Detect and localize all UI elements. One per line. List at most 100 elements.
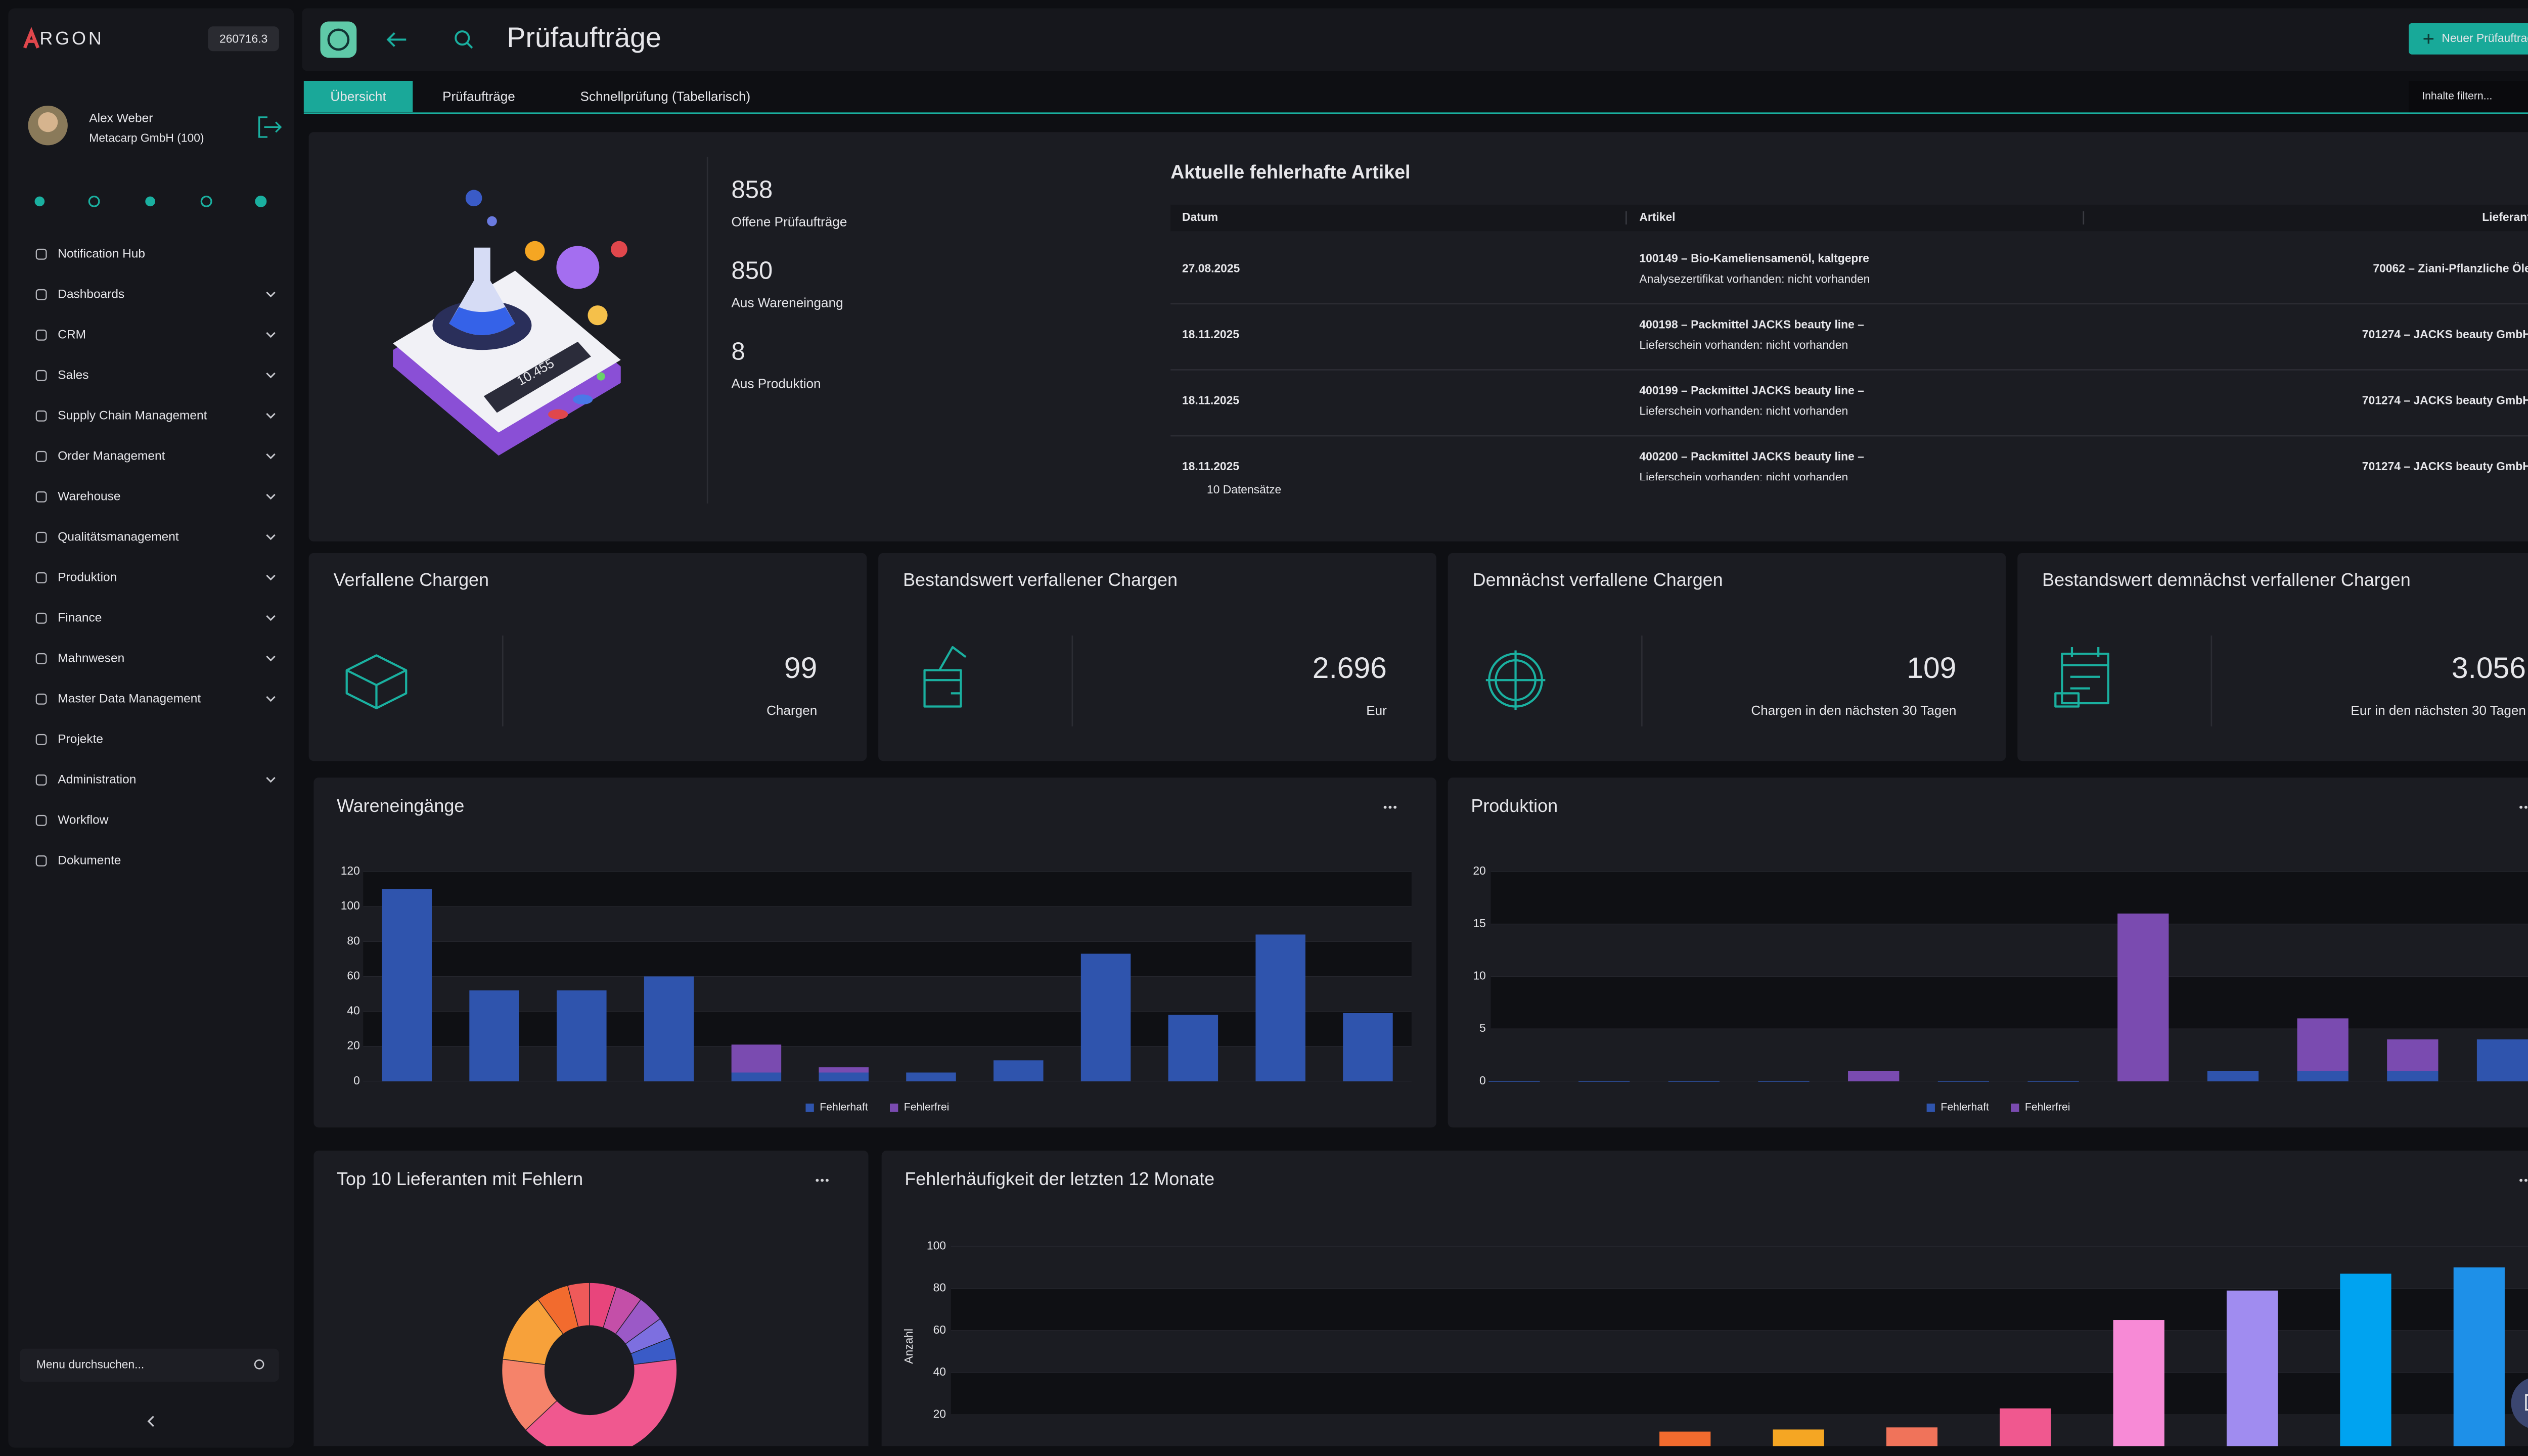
cell-note: Analysezertifikat vorhanden: nicht vorha… <box>1639 272 1870 286</box>
menu-item[interactable]: Warehouse <box>58 489 120 503</box>
legend-label[interactable]: Fehlerhaft <box>1940 1102 1989 1113</box>
scale-button <box>573 394 593 404</box>
bar <box>994 1060 1044 1081</box>
bar <box>2297 1071 2349 1081</box>
menu-item[interactable]: Notification Hub <box>58 247 145 260</box>
search-handle <box>466 42 473 49</box>
collapse-icon[interactable] <box>147 1416 154 1427</box>
menu-item[interactable]: Supply Chain Management <box>58 408 207 422</box>
y-tick-label: 80 <box>347 934 359 947</box>
legend-label[interactable]: Fehlerfrei <box>2025 1102 2070 1113</box>
menu-dot[interactable] <box>825 1178 829 1182</box>
kpi-value: 2.696 <box>1313 652 1387 685</box>
chart-title: Fehlerhäufigkeit der letzten 12 Monate <box>905 1168 1214 1189</box>
menu-dot[interactable] <box>2524 1178 2527 1182</box>
logout-icon[interactable] <box>258 116 282 138</box>
back-icon[interactable] <box>386 32 407 47</box>
kpi-title: Bestandswert demnächst verfallener Charg… <box>2042 569 2411 590</box>
column-header[interactable]: Artikel <box>1639 210 1675 223</box>
pie-slice[interactable] <box>525 1358 678 1456</box>
cell-supplier: 70062 – Ziani-Pflanzliche Öle <box>2373 261 2528 275</box>
chevron <box>266 574 276 581</box>
cell-date: 18.11.2025 <box>1182 328 1239 341</box>
kpi-value: 109 <box>1907 652 1956 685</box>
menu-item[interactable]: Mahnwesen <box>58 651 124 665</box>
bar <box>382 889 432 1081</box>
menu-icon <box>35 572 47 583</box>
menu-item[interactable]: Qualitätsmanagement <box>58 530 179 543</box>
app-icon-glyph <box>327 28 350 51</box>
menu-item[interactable]: Order Management <box>58 449 165 463</box>
chat-icon <box>2525 1394 2528 1411</box>
menu-item[interactable]: Dashboards <box>58 287 124 301</box>
menu-dot[interactable] <box>816 1178 819 1182</box>
menu-search[interactable] <box>20 1348 279 1382</box>
menu-item[interactable]: Master Data Management <box>58 692 201 705</box>
menu-dot[interactable] <box>1393 805 1397 809</box>
tab[interactable]: Übersicht <box>330 89 386 104</box>
kpi-value: 3.056 <box>2452 652 2526 685</box>
version-badge <box>208 26 279 52</box>
quick-icon[interactable] <box>145 196 155 207</box>
menu-dot[interactable] <box>1383 805 1387 809</box>
menu-dot[interactable] <box>1388 805 1392 809</box>
menu-item[interactable]: Dokumente <box>58 853 121 867</box>
tab[interactable]: Prüfaufträge <box>442 89 515 104</box>
y-tick-label: 20 <box>933 1407 946 1420</box>
menu-icon <box>35 491 47 503</box>
kpi-title: Bestandswert verfallener Chargen <box>903 569 1178 590</box>
chevron <box>266 655 276 662</box>
menu-item[interactable]: Finance <box>58 611 102 624</box>
cell-date: 27.08.2025 <box>1182 261 1240 275</box>
y-tick-label: 20 <box>1473 864 1485 877</box>
menu-item[interactable]: Sales <box>58 368 88 382</box>
grid-band <box>363 872 1412 907</box>
illustration: 10.455 <box>393 190 627 456</box>
quick-icon[interactable] <box>200 195 212 207</box>
menu-item[interactable]: Administration <box>58 772 136 786</box>
kpi-title: Demnächst verfallene Chargen <box>1473 569 1723 590</box>
menu-icon <box>35 653 47 664</box>
bar <box>1168 1015 1218 1081</box>
chart-title: Produktion <box>1471 795 1558 816</box>
page-title: Prüfaufträge <box>507 22 661 53</box>
new-button[interactable] <box>2409 23 2528 55</box>
stat-value: 8 <box>732 338 745 366</box>
legend-swatch <box>2011 1103 2019 1112</box>
menu-dot[interactable] <box>821 1178 824 1182</box>
menu-item[interactable]: CRM <box>58 328 86 341</box>
quick-icon[interactable] <box>88 195 100 207</box>
table-footer: 10 Datensätze <box>1207 483 1281 496</box>
cell-supplier: 701274 – JACKS beauty GmbH <box>2362 328 2528 341</box>
menu-dot[interactable] <box>2519 805 2523 809</box>
grid-band <box>363 1011 1412 1046</box>
chevron <box>266 493 276 500</box>
filter-placeholder: Inhalte filtern... <box>2422 90 2492 102</box>
menu-dot[interactable] <box>2519 1178 2523 1182</box>
quick-icon[interactable] <box>34 196 45 207</box>
column-header[interactable]: Datum <box>1182 210 1218 223</box>
bar <box>2387 1071 2439 1081</box>
legend-label[interactable]: Fehlerfrei <box>904 1102 950 1113</box>
pie-slice[interactable] <box>567 1282 590 1328</box>
bar <box>557 990 607 1081</box>
legend-label[interactable]: Fehlerhaft <box>820 1102 868 1113</box>
menu-item[interactable]: Workflow <box>58 813 108 827</box>
cell-date: 18.11.2025 <box>1182 394 1239 407</box>
quick-icon[interactable] <box>255 195 267 207</box>
tab[interactable]: Schnellprüfung (Tabellarisch) <box>580 89 751 104</box>
y-axis-label: Anzahl <box>902 1329 915 1364</box>
search-icon[interactable] <box>455 30 470 46</box>
menu-dot[interactable] <box>2524 805 2527 809</box>
bar <box>2453 1267 2505 1446</box>
column-header[interactable]: Lieferant <box>2482 210 2528 223</box>
grid-band <box>1491 976 2528 1029</box>
kpi-unit: Eur <box>1366 703 1387 718</box>
menu-icon <box>35 248 47 260</box>
chat-button[interactable] <box>2511 1377 2528 1429</box>
menu-item[interactable]: Projekte <box>58 732 103 746</box>
menu-item[interactable]: Produktion <box>58 570 117 584</box>
filter-box[interactable] <box>2409 81 2528 113</box>
bar <box>1659 1431 1711 1446</box>
logo-mark <box>23 27 40 49</box>
